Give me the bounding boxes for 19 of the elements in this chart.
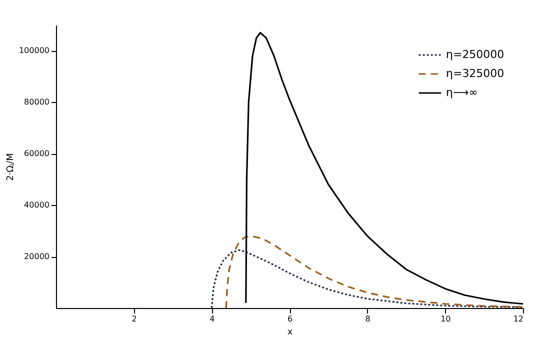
x-axis-title: x: [287, 328, 294, 338]
x-tick-label: 8: [365, 314, 370, 324]
legend-label: η=250000: [446, 48, 504, 61]
y-tick-label: 40000: [24, 200, 50, 210]
y-tick-label: 100000: [18, 46, 50, 56]
x-tick-label: 4: [210, 314, 215, 324]
y-tick-label: 60000: [24, 149, 50, 158]
line-series: [210, 249, 523, 308]
legend-label: η⟶∞: [446, 86, 478, 99]
y-tick-label: 20000: [24, 252, 50, 262]
y-axis-title: 2·Ωⱼ/M: [6, 153, 16, 181]
line-series: [225, 235, 523, 308]
x-tick-label: 10: [440, 314, 451, 324]
legend-label: η=325000: [446, 67, 504, 80]
x-tick-label: 6: [287, 314, 293, 324]
x-tick-label: 2: [132, 314, 137, 324]
line-series: [245, 32, 523, 305]
x-tick-label: 12: [513, 314, 524, 324]
y-tick-label: 80000: [24, 98, 50, 107]
